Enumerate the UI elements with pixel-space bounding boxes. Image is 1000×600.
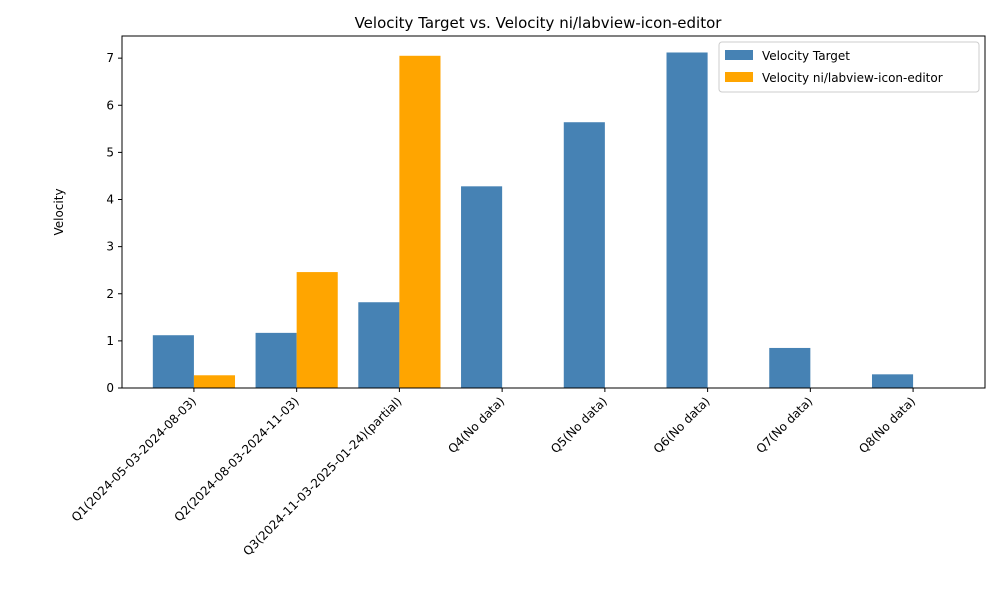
x-tick-label: Q3(2024-11-03-2025-01-24)(partial) <box>240 394 404 558</box>
x-tick-label: Q6(No data) <box>651 394 713 456</box>
bar-target-5 <box>563 122 605 388</box>
legend-label: Velocity Target <box>762 49 850 63</box>
y-tick-label: 6 <box>106 98 114 112</box>
chart-title: Velocity Target vs. Velocity ni/labview-… <box>355 14 723 32</box>
x-tick-label: Q5(No data) <box>548 394 610 456</box>
bar-actual-1 <box>193 375 236 388</box>
plot-area: 0 1 2 3 4 5 6 7 Q1(2024-05-03-2024-08-03)Q2(2024… <box>69 35 986 558</box>
axes-frame <box>121 35 986 389</box>
bar-target-3 <box>358 302 400 388</box>
bar-target-2 <box>255 332 297 388</box>
x-tick-label: Q1(2024-05-03-2024-08-03) <box>69 394 199 524</box>
y-tick-label: 7 <box>106 51 114 65</box>
bar-target-1 <box>152 335 194 388</box>
y-axis-label: Velocity <box>52 188 66 235</box>
legend-label: Velocity ni/labview-icon-editor <box>762 71 943 85</box>
legend-swatch <box>725 50 753 60</box>
x-tick-label: Q2(2024-08-03-2024-11-03) <box>171 394 301 524</box>
legend-box <box>718 41 980 93</box>
y-tick-label: 5 <box>106 145 114 159</box>
bar-actual-3 <box>399 55 441 388</box>
x-tick-label: Q8(No data) <box>856 394 918 456</box>
bar-target-4 <box>461 186 503 388</box>
bar-target-6 <box>666 52 708 389</box>
bar-target-8 <box>871 374 914 388</box>
bar-actual-2 <box>296 272 338 388</box>
y-tick-label: 4 <box>106 193 114 207</box>
legend: Velocity Target Velocity ni/labview-icon-… <box>718 41 980 93</box>
y-tick-label: 0 <box>106 381 114 395</box>
bar-target-7 <box>769 347 811 388</box>
legend-swatch <box>725 72 753 82</box>
y-tick-label: 1 <box>106 334 114 348</box>
y-tick-label: 2 <box>106 287 114 301</box>
x-tick-label: Q7(No data) <box>754 394 816 456</box>
x-tick-label: Q4(No data) <box>445 394 507 456</box>
y-tick-label: 3 <box>106 240 114 254</box>
